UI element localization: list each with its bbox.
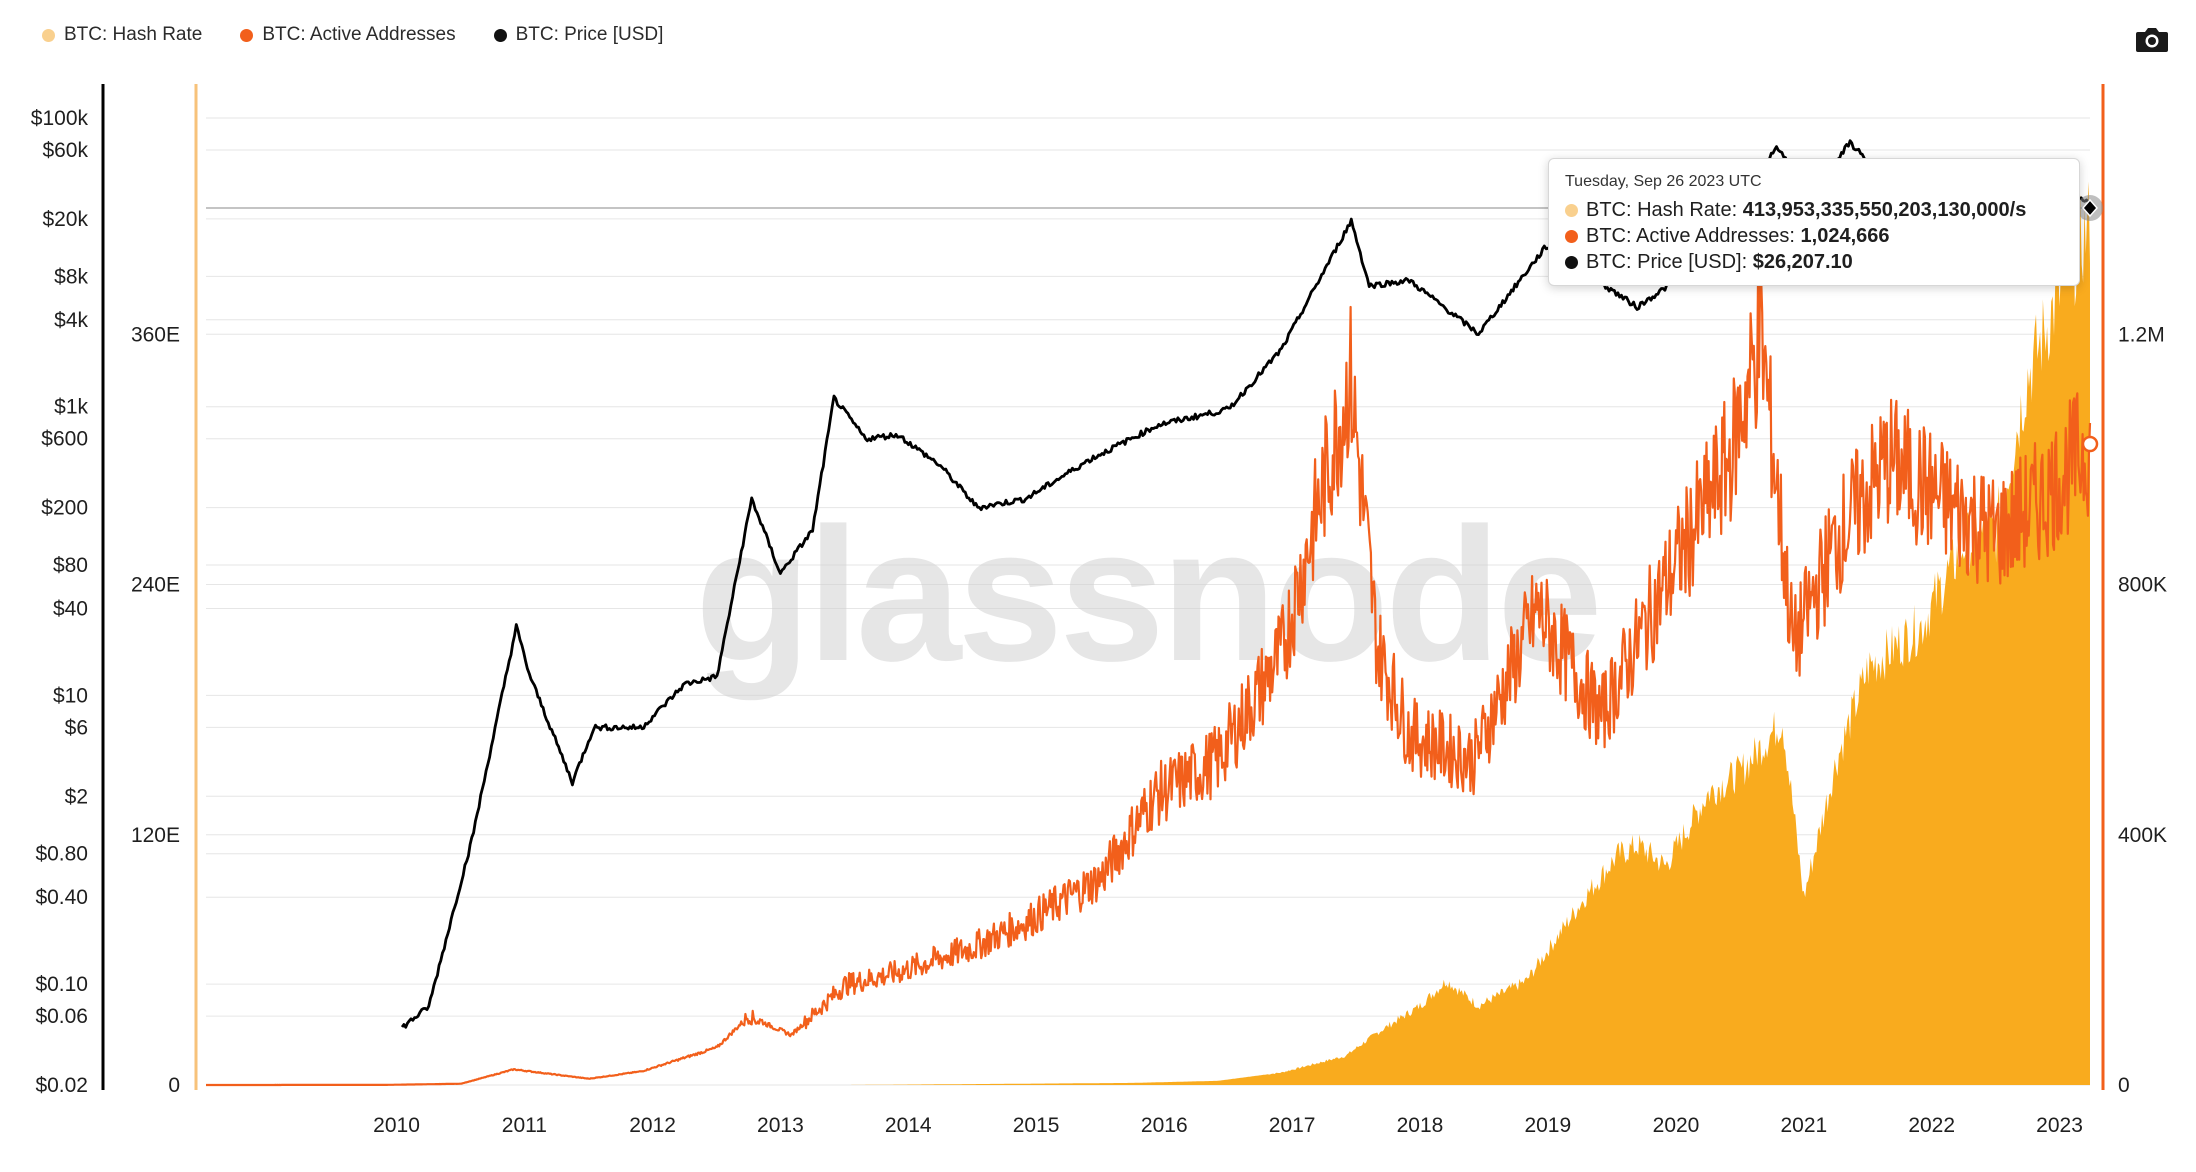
legend-item-price[interactable]: BTC: Price [USD] — [493, 24, 664, 46]
active-addresses-tick-label: 1.2M — [2118, 323, 2165, 346]
tooltip-row-price: BTC: Price [USD]: $26,207.10 — [1565, 249, 2063, 275]
hover-marker-active-addresses — [2081, 435, 2099, 453]
x-tick-label: 2014 — [885, 1114, 932, 1137]
legend-dot-hash-rate — [42, 28, 55, 42]
legend-item-active-addresses[interactable]: BTC: Active Addresses — [240, 24, 456, 46]
legend-dot-price — [493, 28, 507, 42]
price-tick-label: $1k — [54, 396, 88, 419]
tooltip-value-hash-rate: 413,953,335,550,203,130,000/s — [1742, 199, 2027, 221]
watermark: glassnode — [695, 489, 1599, 701]
x-tick-label: 2019 — [1524, 1114, 1571, 1137]
hash-rate-tick-label: 0 — [168, 1074, 180, 1097]
x-tick-label: 2010 — [373, 1114, 420, 1137]
price-tick-label: $60k — [42, 139, 88, 162]
price-tick-label: $100k — [31, 107, 89, 130]
x-tick-label: 2018 — [1397, 1114, 1444, 1137]
x-tick-label: 2012 — [629, 1114, 676, 1137]
hover-marker-price — [2082, 198, 2098, 218]
tooltip-dot-active-addresses — [1565, 229, 1578, 243]
tooltip-value-price: $26,207.10 — [1752, 251, 1853, 273]
price-tick-label: $20k — [42, 208, 88, 231]
x-tick-label: 2015 — [1013, 1114, 1060, 1137]
tooltip-label-active-addresses: BTC: Active Addresses: — [1586, 225, 1801, 247]
tooltip-label-price: BTC: Price [USD]: — [1586, 251, 1753, 273]
price-tick-label: $40 — [53, 597, 88, 620]
x-tick-label: 2013 — [757, 1114, 804, 1137]
price-tick-label: $600 — [41, 428, 88, 451]
tooltip-value-active-addresses: 1,024,666 — [1800, 225, 1890, 247]
price-tick-label: $0.02 — [35, 1074, 88, 1097]
hash-rate-tick-label: 240E — [131, 574, 180, 597]
hash-rate-area — [206, 181, 2090, 1086]
x-tick-label: 2020 — [1653, 1114, 1700, 1137]
chart-legend: BTC: Hash Rate BTC: Active Addresses BTC… — [42, 24, 663, 46]
x-tick-label: 2022 — [1908, 1114, 1955, 1137]
x-tick-label: 2017 — [1269, 1114, 1316, 1137]
screenshot-button[interactable] — [2134, 24, 2170, 54]
x-tick-label: 2023 — [2036, 1114, 2083, 1137]
hash-rate-tick-label: 360E — [131, 323, 180, 346]
price-tick-label: $200 — [41, 497, 88, 520]
tooltip-date: Tuesday, Sep 26 2023 UTC — [1565, 173, 1762, 190]
legend-label-active-addresses: BTC: Active Addresses — [262, 24, 456, 45]
tooltip-row-active-addresses: BTC: Active Addresses: 1,024,666 — [1565, 223, 2063, 249]
price-tick-label: $80 — [53, 554, 88, 577]
camera-icon — [2136, 28, 2168, 52]
price-tick-label: $0.80 — [35, 843, 88, 866]
legend-label-hash-rate: BTC: Hash Rate — [64, 24, 203, 45]
price-tick-label: $2 — [65, 785, 88, 808]
hover-tooltip: Tuesday, Sep 26 2023 UTC BTC: Hash Rate:… — [1548, 158, 2080, 286]
tooltip-label-hash-rate: BTC: Hash Rate: — [1586, 199, 1743, 221]
legend-dot-active-addresses — [240, 28, 254, 42]
price-tick-label: $10 — [53, 684, 88, 707]
legend-item-hash-rate[interactable]: BTC: Hash Rate — [42, 24, 202, 46]
active-addresses-tick-label: 400K — [2118, 824, 2167, 847]
legend-label-price: BTC: Price [USD] — [515, 24, 664, 45]
price-tick-label: $8k — [54, 265, 88, 288]
price-tick-label: $0.40 — [35, 886, 88, 909]
active-addresses-tick-label: 0 — [2118, 1074, 2130, 1097]
tooltip-dot-hash-rate — [1565, 203, 1578, 217]
price-tick-label: $0.06 — [35, 1005, 88, 1028]
hash-rate-tick-label: 120E — [131, 824, 180, 847]
x-tick-label: 2021 — [1780, 1114, 1827, 1137]
price-tick-label: $4k — [54, 309, 88, 332]
active-addresses-tick-label: 800K — [2118, 574, 2167, 597]
tooltip-row-hash-rate: BTC: Hash Rate: 413,953,335,550,203,130,… — [1565, 197, 2063, 223]
x-tick-label: 2016 — [1141, 1114, 1188, 1137]
tooltip-dot-price — [1565, 255, 1578, 269]
active-addresses-axis-ticks: 0 400K 800K 1.2M — [2118, 323, 2167, 1097]
price-tick-label: $6 — [65, 716, 88, 739]
price-axis-ticks: $100k $60k $20k $8k $4k $1k $600 $200 $80 $40 $10 $… — [31, 107, 89, 1097]
x-axis-ticks: 2010 2011 2012 2013 2014 2015 2016 2017 2018 2019… — [373, 1114, 2083, 1137]
x-tick-label: 2011 — [502, 1114, 547, 1137]
active-addresses-line — [206, 275, 2092, 1087]
hash-rate-axis-ticks: 0 120E 240E 360E — [131, 323, 180, 1097]
price-tick-label: $0.10 — [35, 973, 88, 996]
